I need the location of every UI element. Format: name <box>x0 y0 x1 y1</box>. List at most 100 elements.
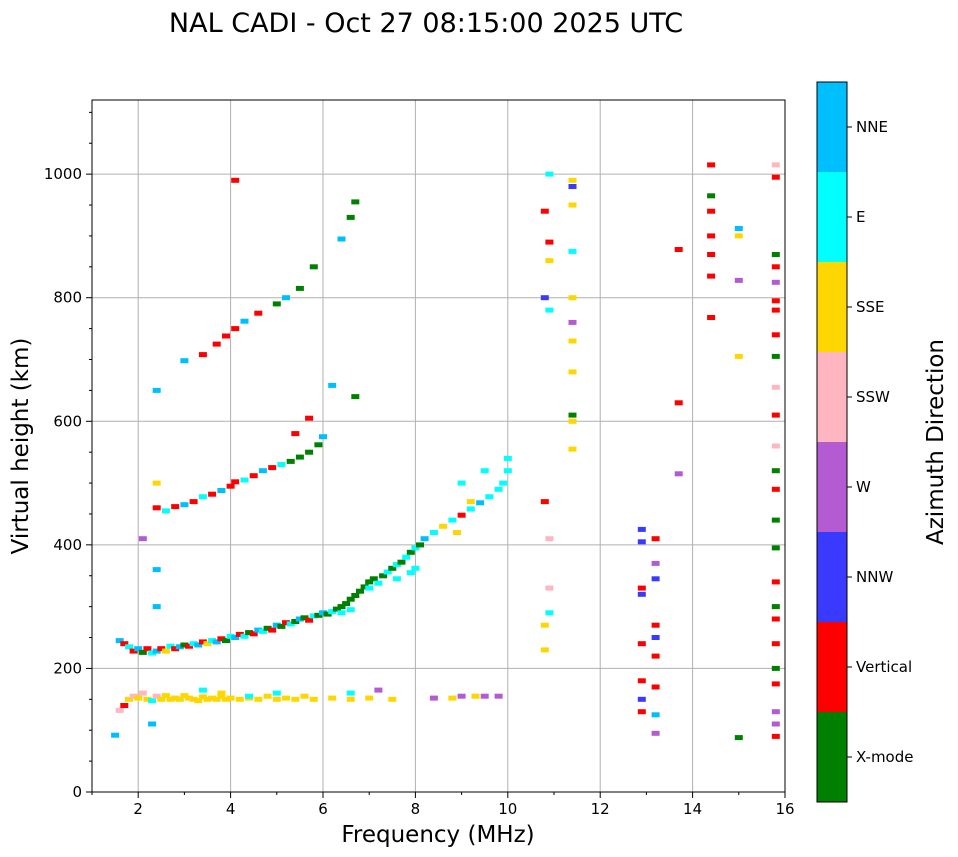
data-point <box>734 233 743 239</box>
data-point <box>249 631 258 637</box>
data-point <box>198 639 207 645</box>
data-point <box>402 554 411 560</box>
data-point <box>771 162 780 168</box>
data-point <box>282 295 290 301</box>
data-point <box>272 696 281 702</box>
data-point <box>707 208 716 214</box>
data-point <box>674 247 683 252</box>
data-point <box>328 382 337 388</box>
x-tick-label: 6 <box>318 800 328 818</box>
data-point <box>480 468 489 474</box>
data-point <box>208 695 217 701</box>
data-point <box>254 627 263 633</box>
data-point <box>171 504 180 510</box>
data-point <box>466 499 475 505</box>
data-point <box>771 709 780 715</box>
data-point <box>152 505 161 511</box>
data-point <box>189 499 198 505</box>
data-point <box>411 545 420 551</box>
x-tick-label: 8 <box>411 800 421 818</box>
data-point <box>203 696 212 702</box>
data-point <box>439 523 448 529</box>
data-point <box>707 233 716 239</box>
data-point <box>323 611 332 617</box>
data-point <box>771 412 780 418</box>
data-point <box>392 562 401 568</box>
data-point <box>309 264 318 270</box>
data-point <box>540 622 549 628</box>
data-point <box>222 638 230 644</box>
data-point <box>300 615 309 621</box>
data-point <box>771 665 780 671</box>
data-point <box>291 619 300 624</box>
data-point <box>374 687 383 693</box>
data-point <box>235 631 244 637</box>
data-point <box>365 579 374 585</box>
data-point <box>342 601 351 607</box>
data-point <box>212 696 221 702</box>
data-point <box>231 635 240 640</box>
data-point <box>157 646 166 652</box>
data-point <box>268 627 277 633</box>
colorbar-segment <box>817 262 847 352</box>
data-point <box>568 319 577 325</box>
data-point <box>138 649 147 655</box>
data-point <box>457 480 466 486</box>
data-point <box>568 177 577 183</box>
data-point <box>249 473 258 479</box>
data-point <box>314 612 323 618</box>
data-point <box>771 545 780 551</box>
data-point <box>222 696 230 702</box>
data-point <box>138 690 147 696</box>
data-point <box>328 609 337 615</box>
data-point <box>194 642 203 648</box>
colorbar-category-label: NNE <box>856 118 888 136</box>
data-point <box>568 295 577 301</box>
colorbar-frame <box>816 81 848 803</box>
colorbar-segment <box>817 82 847 172</box>
data-point <box>208 491 217 497</box>
chart-title: NAL CADI - Oct 27 08:15:00 2025 UTC <box>169 8 683 39</box>
data-point <box>674 400 683 406</box>
data-point <box>226 695 235 701</box>
colorbar-segment <box>817 712 847 802</box>
colorbar-category-label: Vertical <box>856 658 912 676</box>
data-point <box>309 696 318 702</box>
data-point <box>189 641 198 647</box>
data-point <box>637 585 646 591</box>
data-points <box>111 162 780 741</box>
data-point <box>637 709 646 715</box>
data-point <box>295 454 304 460</box>
data-point <box>226 483 235 489</box>
grid-lines <box>92 100 786 793</box>
data-point <box>148 698 157 704</box>
data-point <box>143 696 152 702</box>
colorbar-segment <box>817 442 847 532</box>
data-point <box>152 604 161 610</box>
colorbar-category-label: X-mode <box>856 748 913 766</box>
data-point <box>125 696 133 702</box>
colorbar-segment <box>817 172 847 262</box>
data-point <box>295 616 304 622</box>
y-tick-label: 600 <box>53 412 82 430</box>
data-point <box>503 468 512 474</box>
data-point <box>771 616 780 622</box>
data-point <box>734 277 743 283</box>
data-point <box>125 644 133 650</box>
x-axis-label: Frequency (MHz) <box>341 822 534 848</box>
data-point <box>300 693 309 699</box>
x-tick-label: 2 <box>133 800 143 818</box>
data-point <box>166 696 175 702</box>
data-point <box>637 641 646 647</box>
data-point <box>771 298 780 304</box>
plot-frame <box>91 99 786 793</box>
colorbar-segment <box>817 352 847 442</box>
data-point <box>240 477 249 483</box>
data-point <box>189 696 198 702</box>
data-point <box>568 446 577 452</box>
data-point <box>319 434 327 440</box>
colorbar-label: Azimuth Direction <box>923 339 949 545</box>
data-point <box>448 695 457 701</box>
data-point <box>337 604 346 610</box>
data-point <box>217 636 226 642</box>
